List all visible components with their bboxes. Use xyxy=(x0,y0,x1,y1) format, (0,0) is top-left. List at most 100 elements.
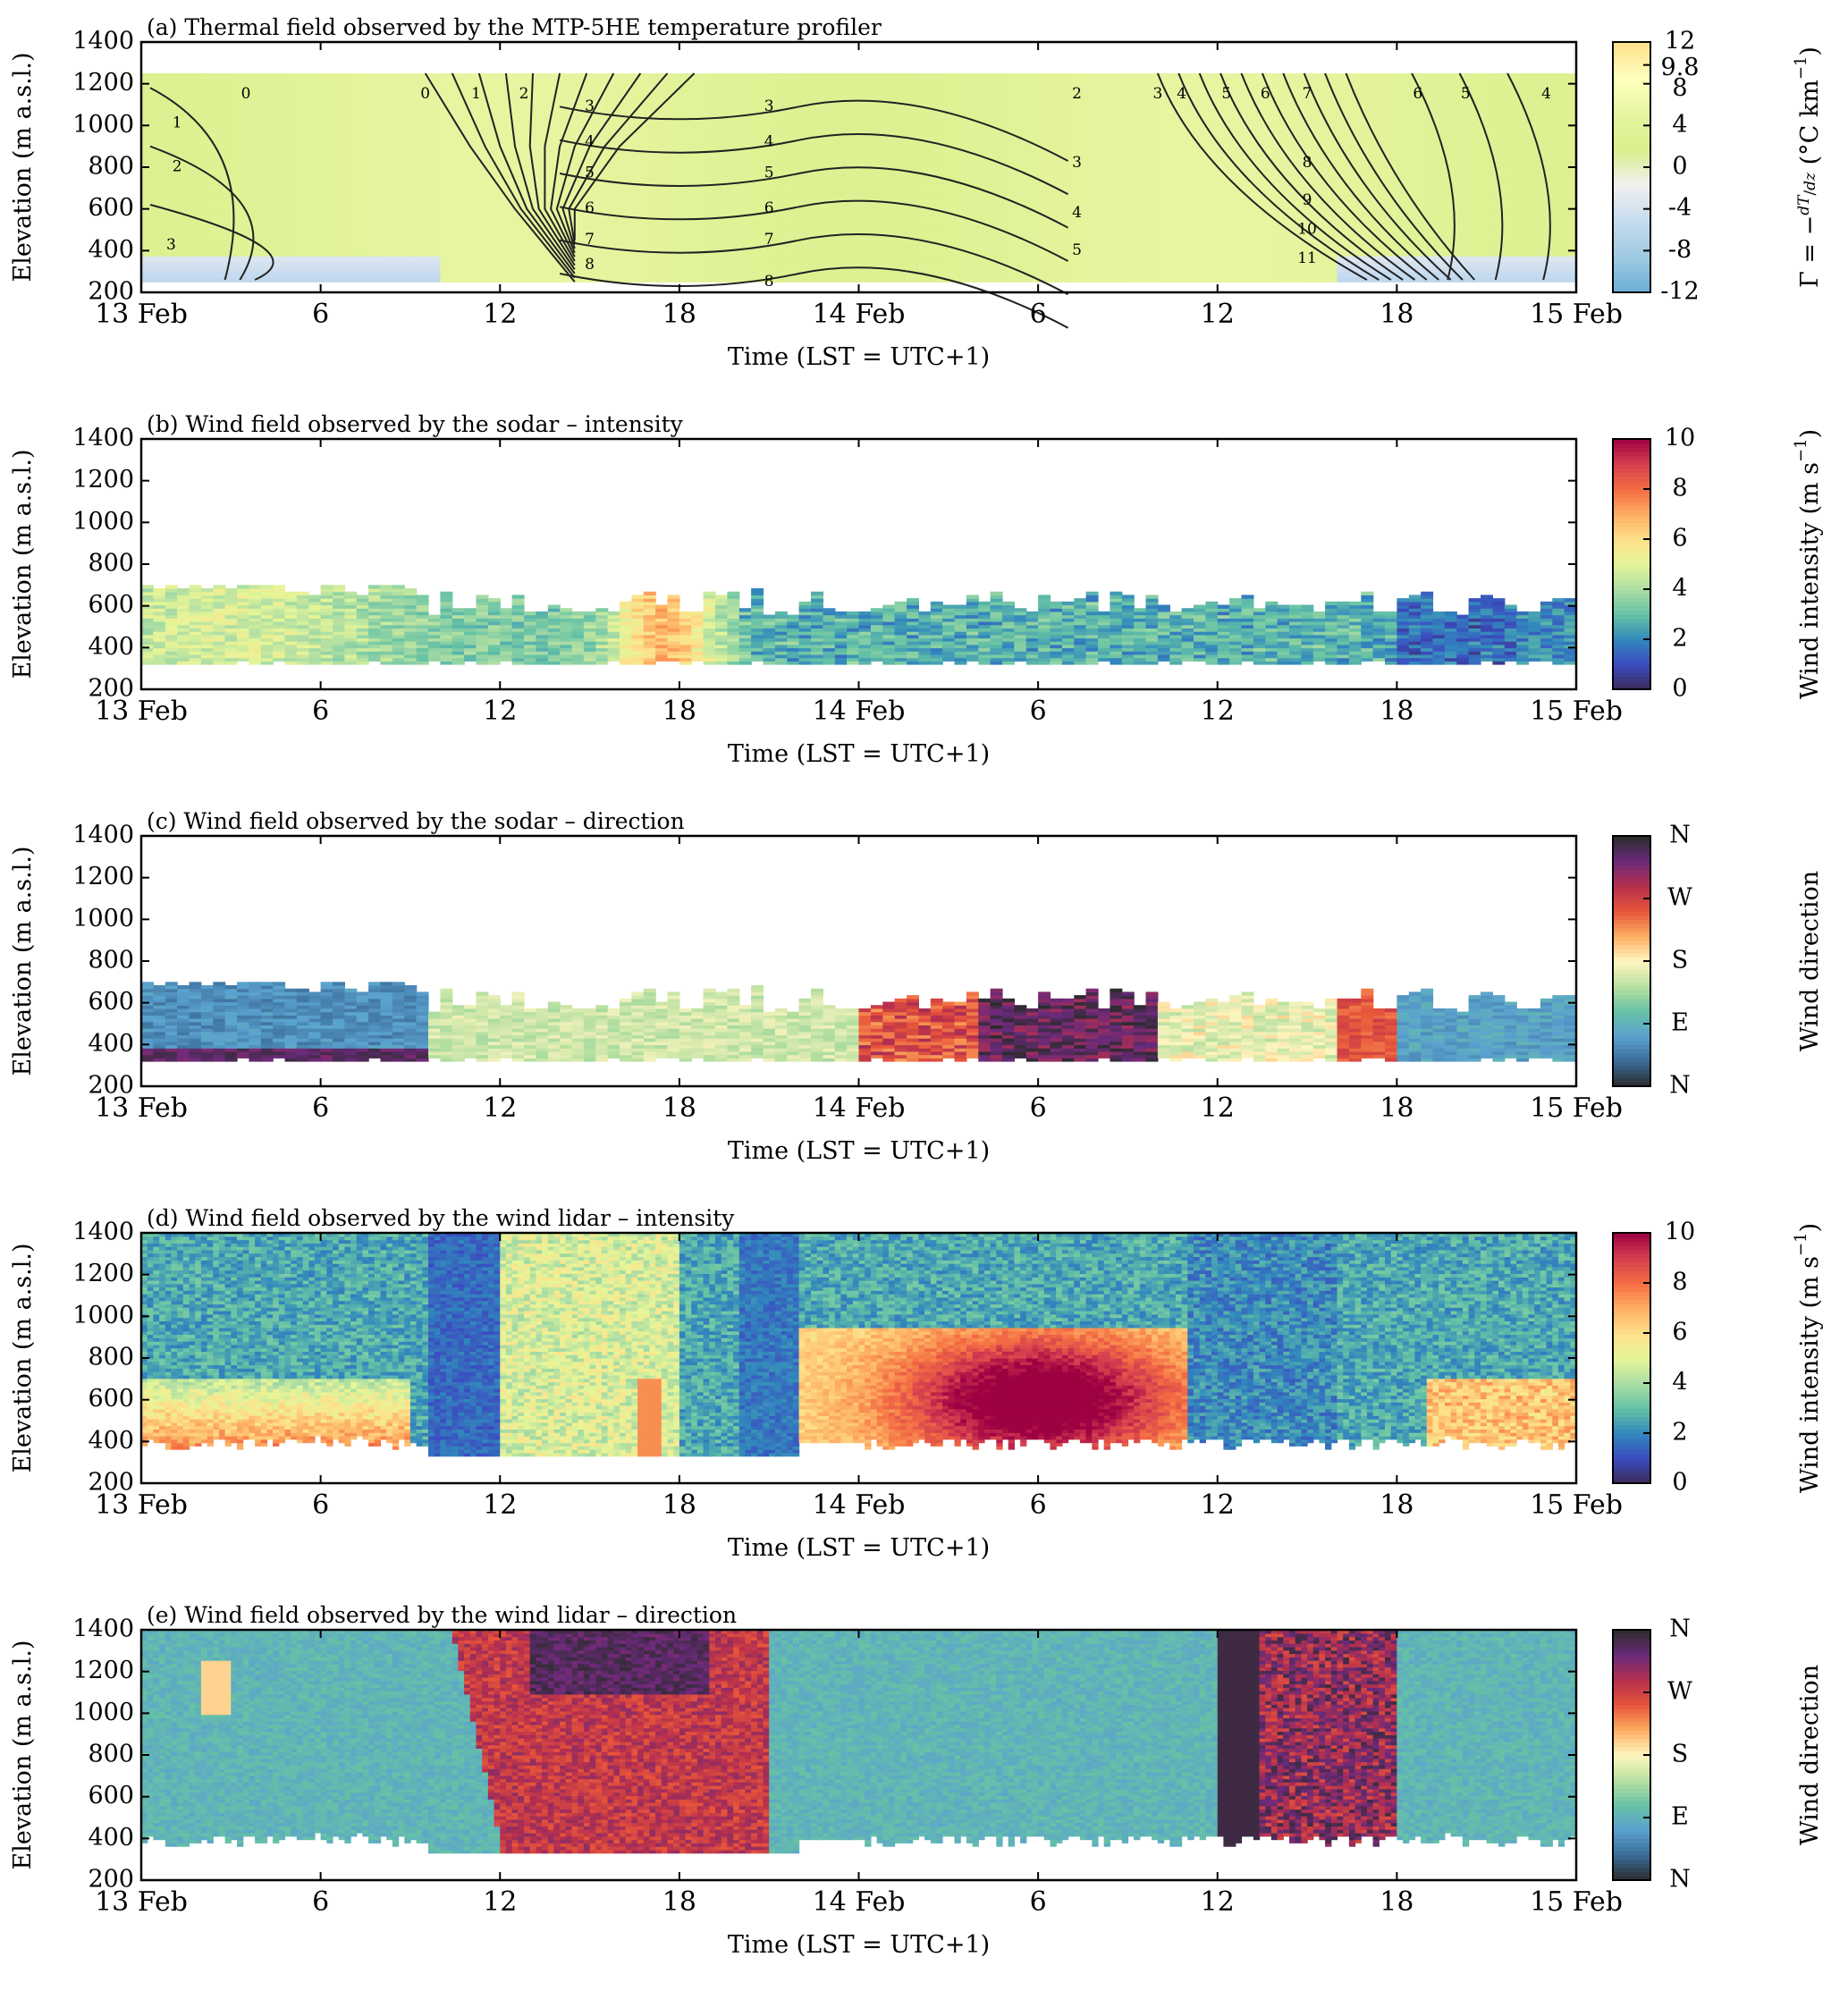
heatmap-cell xyxy=(1038,188,1054,194)
heatmap-cell xyxy=(308,624,322,629)
heatmap-cell xyxy=(1217,230,1234,236)
colorbar-swatch xyxy=(1613,263,1650,268)
heatmap-cell xyxy=(320,644,333,649)
heatmap-cell xyxy=(1232,125,1248,131)
heatmap-cell xyxy=(1531,94,1548,100)
heatmap-cell xyxy=(392,598,405,603)
heatmap-cell xyxy=(1023,198,1039,205)
heatmap-cell xyxy=(903,203,919,210)
heatmap-cell xyxy=(993,224,1009,231)
heatmap-cell xyxy=(1187,177,1203,184)
heatmap-cell xyxy=(141,167,157,173)
heatmap-cell xyxy=(1023,203,1039,210)
heatmap-cell xyxy=(754,120,770,126)
heatmap-cell xyxy=(141,628,154,632)
heatmap-cell xyxy=(1202,234,1219,241)
heatmap-cell xyxy=(948,136,965,142)
heatmap-cell xyxy=(440,73,456,80)
heatmap-cell xyxy=(1456,162,1472,168)
heatmap-cell xyxy=(664,266,680,273)
heatmap-cell xyxy=(724,193,740,199)
heatmap-cell xyxy=(595,631,609,636)
heatmap-cell xyxy=(1307,140,1323,148)
heatmap-cell xyxy=(814,203,830,210)
heatmap-cell xyxy=(1441,94,1457,100)
heatmap-cell xyxy=(440,276,456,283)
heatmap-cell xyxy=(1381,156,1397,163)
heatmap-cell xyxy=(679,276,696,283)
heatmap-cell xyxy=(754,256,770,262)
heatmap-cell xyxy=(709,109,725,116)
heatmap-cell xyxy=(607,651,620,655)
heatmap-cell xyxy=(291,99,307,105)
heatmap-cell xyxy=(643,641,656,645)
heatmap-cell xyxy=(709,266,725,273)
heatmap-cell xyxy=(1202,219,1219,225)
heatmap-cell xyxy=(1098,208,1114,215)
heatmap-cell xyxy=(1247,167,1263,173)
heatmap-cell xyxy=(485,172,501,179)
heatmap-cell xyxy=(1023,177,1039,184)
heatmap-cell xyxy=(754,167,770,173)
heatmap-cell xyxy=(1337,136,1353,142)
heatmap-cell xyxy=(560,109,576,116)
heatmap-cell xyxy=(224,591,238,595)
heatmap-cell xyxy=(1232,151,1248,157)
heatmap-cell xyxy=(798,240,814,247)
colorbar-swatch xyxy=(1613,230,1650,235)
contour-label: 1 xyxy=(173,114,182,132)
heatmap-cell xyxy=(1321,151,1338,157)
heatmap-cell xyxy=(455,198,471,205)
heatmap-cell xyxy=(1321,261,1338,267)
heatmap-cell xyxy=(1456,172,1472,179)
heatmap-cell xyxy=(246,193,262,199)
heatmap-cell xyxy=(1067,156,1084,163)
heatmap-cell xyxy=(440,162,456,168)
heatmap-cell xyxy=(1277,162,1293,168)
heatmap-cell xyxy=(380,624,393,629)
heatmap-cell xyxy=(589,89,605,95)
heatmap-cell xyxy=(1441,250,1457,257)
heatmap-cell xyxy=(1516,182,1532,189)
heatmap-cell xyxy=(620,193,636,199)
heatmap-cell xyxy=(335,266,351,273)
heatmap-cell xyxy=(798,162,814,168)
heatmap-cell xyxy=(511,634,525,639)
heatmap-cell xyxy=(1501,224,1517,231)
contour-line xyxy=(559,166,1069,229)
heatmap-cell xyxy=(783,94,800,100)
heatmap-cell xyxy=(1307,193,1323,199)
heatmap-cell xyxy=(888,198,905,205)
heatmap-cell xyxy=(978,266,994,273)
heatmap-cell xyxy=(1486,99,1502,105)
heatmap-cell xyxy=(993,136,1009,142)
heatmap-cell xyxy=(694,198,710,205)
heatmap-cell xyxy=(291,230,307,236)
heatmap-cell xyxy=(1531,140,1548,148)
heatmap-cell xyxy=(724,114,740,122)
heatmap-cell xyxy=(428,628,441,632)
heatmap-cell xyxy=(631,598,645,603)
heatmap-cell xyxy=(948,151,965,157)
heatmap-cell xyxy=(260,611,274,616)
heatmap-cell xyxy=(933,120,949,126)
heatmap-cell xyxy=(409,172,426,179)
heatmap-cell xyxy=(320,167,336,173)
heatmap-cell xyxy=(186,89,202,95)
heatmap-cell xyxy=(1232,162,1248,168)
heatmap-cell xyxy=(469,230,486,236)
heatmap-cell xyxy=(153,628,166,632)
heatmap-cell xyxy=(320,114,336,122)
heatmap-cell xyxy=(1441,230,1457,236)
heatmap-cell xyxy=(380,167,396,173)
heatmap-cell xyxy=(738,188,755,194)
heatmap-cell xyxy=(963,99,979,105)
heatmap-cell xyxy=(738,156,755,163)
heatmap-cell xyxy=(1262,193,1278,199)
heatmap-cell xyxy=(649,193,665,199)
heatmap-cell xyxy=(335,167,351,173)
heatmap-cell xyxy=(963,240,979,247)
heatmap-cell xyxy=(769,188,785,194)
heatmap-cell xyxy=(1143,172,1159,179)
heatmap-cell xyxy=(428,624,441,629)
